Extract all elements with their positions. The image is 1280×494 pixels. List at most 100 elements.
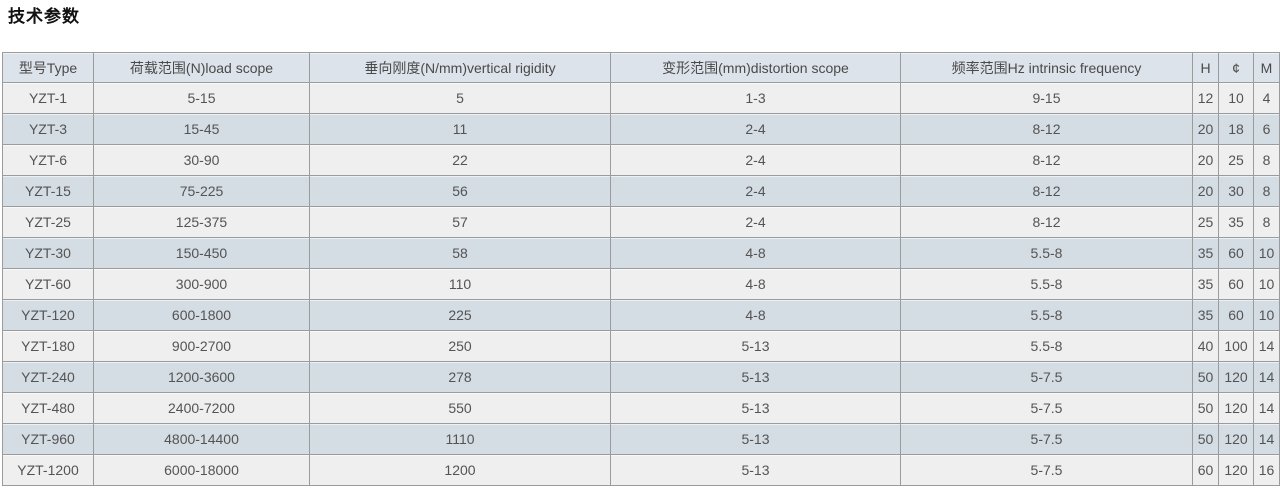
table-cell: YZT-6 (2, 144, 94, 176)
table-row: YZT-60 300-900 110 4-8 5.5-8 35 60 10 (2, 268, 1280, 300)
table-cell: 14 (1253, 423, 1280, 455)
table-cell: 22 (309, 144, 611, 176)
table-cell: 25 (1192, 206, 1219, 238)
table-cell: 5-7.5 (900, 423, 1193, 455)
technical-parameters-table: 型号Type 荷载范围(N)load scope 垂向刚度(N/mm)vertica… (2, 52, 1280, 486)
table-cell: 10 (1253, 268, 1280, 300)
table-cell: 10 (1218, 82, 1254, 114)
column-header: ¢ (1218, 52, 1254, 83)
table-cell: YZT-960 (2, 423, 94, 455)
table-cell: 14 (1253, 330, 1280, 362)
table-row: YZT-1200 6000-18000 1200 5-13 5-7.5 60 120 16 (2, 454, 1280, 486)
table-cell: 550 (309, 392, 611, 424)
table-cell: 2-4 (610, 113, 901, 145)
table-cell: 5-13 (610, 361, 901, 393)
table-cell: 75-225 (93, 175, 310, 207)
table-cell: 1-3 (610, 82, 901, 114)
table-cell: 6000-18000 (93, 454, 310, 486)
table-cell: YZT-60 (2, 268, 94, 300)
table-cell: YZT-120 (2, 299, 94, 331)
table-row: YZT-120 600-1800 225 4-8 5.5-8 35 60 10 (2, 299, 1280, 331)
table-cell: 2-4 (610, 206, 901, 238)
table-cell: 5-7.5 (900, 392, 1193, 424)
table-row: YZT-30 150-450 58 4-8 5.5-8 35 60 10 (2, 237, 1280, 269)
table-cell: 120 (1218, 423, 1254, 455)
table-cell: 8-12 (900, 113, 1193, 145)
table-cell: 5.5-8 (900, 237, 1193, 269)
table-cell: 5.5-8 (900, 330, 1193, 362)
table-header: 型号Type 荷载范围(N)load scope 垂向刚度(N/mm)vertica… (2, 52, 1280, 83)
table-cell: 4-8 (610, 237, 901, 269)
table-cell: 5 (309, 82, 611, 114)
table-cell: 4800-14400 (93, 423, 310, 455)
table-cell: 12 (1192, 82, 1219, 114)
table-cell: YZT-15 (2, 175, 94, 207)
table-cell: 35 (1192, 268, 1219, 300)
table-cell: 30 (1218, 175, 1254, 207)
table-cell: 18 (1218, 113, 1254, 145)
table-cell: YZT-480 (2, 392, 94, 424)
table-cell: YZT-1200 (2, 454, 94, 486)
table-cell: 11 (309, 113, 611, 145)
table-cell: 110 (309, 268, 611, 300)
column-header: 型号Type (2, 52, 94, 83)
table-cell: 60 (1218, 268, 1254, 300)
table-row: YZT-240 1200-3600 278 5-13 5-7.5 50 120 14 (2, 361, 1280, 393)
table-cell: 35 (1218, 206, 1254, 238)
table-row: YZT-960 4800-14400 1110 5-13 5-7.5 50 120 14 (2, 423, 1280, 455)
table-cell: 50 (1192, 361, 1219, 393)
table-cell: 5-13 (610, 423, 901, 455)
table-cell: 58 (309, 237, 611, 269)
table-row: YZT-180 900-2700 250 5-13 5.5-8 40 100 14 (2, 330, 1280, 362)
table-cell: 57 (309, 206, 611, 238)
table-cell: 6 (1253, 113, 1280, 145)
table-cell: 5.5-8 (900, 268, 1193, 300)
table-row: YZT-25 125-375 57 2-4 8-12 25 35 8 (2, 206, 1280, 238)
table-row: YZT-15 75-225 56 2-4 8-12 20 30 8 (2, 175, 1280, 207)
table-cell: YZT-1 (2, 82, 94, 114)
table-cell: 60 (1218, 299, 1254, 331)
table-cell: 20 (1192, 175, 1219, 207)
column-header: 垂向刚度(N/mm)vertical rigidity (309, 52, 611, 83)
table-row: YZT-3 15-45 11 2-4 8-12 20 18 6 (2, 113, 1280, 145)
table-cell: 8-12 (900, 206, 1193, 238)
table-cell: YZT-25 (2, 206, 94, 238)
table-cell: 1200-3600 (93, 361, 310, 393)
table-cell: 120 (1218, 361, 1254, 393)
table-cell: 8 (1253, 144, 1280, 176)
table-cell: 9-15 (900, 82, 1193, 114)
table-cell: 5.5-8 (900, 299, 1193, 331)
table-row: YZT-480 2400-7200 550 5-13 5-7.5 50 120 14 (2, 392, 1280, 424)
table-cell: 5-13 (610, 330, 901, 362)
table-cell: 4-8 (610, 299, 901, 331)
table-cell: 50 (1192, 392, 1219, 424)
table-cell: 14 (1253, 392, 1280, 424)
table-cell: 120 (1218, 392, 1254, 424)
table-cell: 40 (1192, 330, 1219, 362)
table-cell: 16 (1253, 454, 1280, 486)
column-header: H (1192, 52, 1219, 83)
table-cell: 35 (1192, 299, 1219, 331)
page-title: 技术参数 (8, 7, 80, 26)
table-cell: 60 (1192, 454, 1219, 486)
table-cell: 8 (1253, 175, 1280, 207)
table-cell: 30-90 (93, 144, 310, 176)
table-cell: YZT-240 (2, 361, 94, 393)
table-cell: 8-12 (900, 175, 1193, 207)
table-cell: 8-12 (900, 144, 1193, 176)
table-cell: 20 (1192, 144, 1219, 176)
table-cell: 120 (1218, 454, 1254, 486)
table-cell: 5-7.5 (900, 454, 1193, 486)
table-cell: 8 (1253, 206, 1280, 238)
table-header-row: 型号Type 荷载范围(N)load scope 垂向刚度(N/mm)vertica… (2, 52, 1280, 83)
table-cell: YZT-3 (2, 113, 94, 145)
table-cell: 5-15 (93, 82, 310, 114)
table-cell: 278 (309, 361, 611, 393)
column-header: 荷载范围(N)load scope (93, 52, 310, 83)
table-cell: 60 (1218, 237, 1254, 269)
table-cell: 900-2700 (93, 330, 310, 362)
table-cell: 150-450 (93, 237, 310, 269)
table-cell: 600-1800 (93, 299, 310, 331)
table-cell: 20 (1192, 113, 1219, 145)
table-cell: 100 (1218, 330, 1254, 362)
